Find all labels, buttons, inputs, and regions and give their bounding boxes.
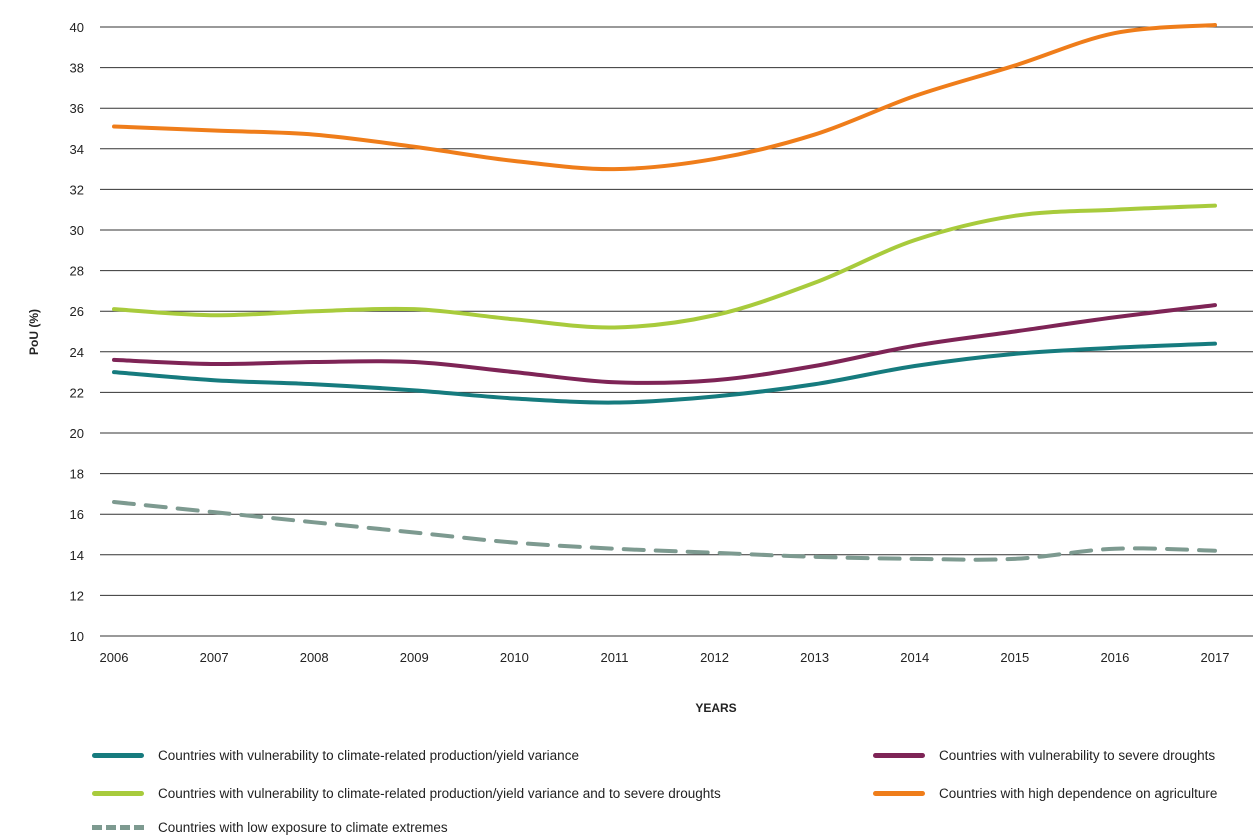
x-axis-title: YEARS <box>695 701 736 715</box>
y-tick-label: 34 <box>70 142 84 157</box>
y-tick-label: 30 <box>70 223 84 238</box>
x-tick-label: 2007 <box>200 650 229 665</box>
y-tick-label: 12 <box>70 588 84 603</box>
y-tick-label: 10 <box>70 629 84 644</box>
y-tick-label: 32 <box>70 182 84 197</box>
y-axis-ticks: 10 12 14 16 18 20 22 24 26 28 30 32 34 36 38 40 <box>70 20 84 644</box>
y-tick-label: 14 <box>70 548 84 563</box>
x-tick-label: 2012 <box>700 650 729 665</box>
x-tick-label: 2009 <box>400 650 429 665</box>
y-tick-label: 40 <box>70 20 84 35</box>
y-tick-label: 36 <box>70 101 84 116</box>
x-tick-label: 2017 <box>1201 650 1230 665</box>
y-tick-label: 16 <box>70 507 84 522</box>
x-axis-ticks: 2006 2007 2008 2009 2010 2011 2012 2013 2014 2015… <box>100 650 1230 665</box>
x-tick-label: 2014 <box>900 650 929 665</box>
x-tick-label: 2010 <box>500 650 529 665</box>
series-line <box>112 303 1217 385</box>
y-tick-label: 22 <box>70 385 84 400</box>
series-lines <box>112 22 1217 562</box>
x-tick-label: 2011 <box>600 650 628 665</box>
y-tick-label: 18 <box>70 467 84 482</box>
x-tick-label: 2013 <box>800 650 829 665</box>
series-line <box>112 22 1217 172</box>
series-line <box>112 500 1217 562</box>
y-tick-label: 26 <box>70 304 84 319</box>
y-tick-label: 20 <box>70 426 84 441</box>
x-tick-label: 2016 <box>1100 650 1129 665</box>
x-tick-label: 2015 <box>1000 650 1029 665</box>
y-axis-title: PoU (%) <box>27 309 41 355</box>
y-tick-label: 28 <box>70 264 84 279</box>
x-tick-label: 2006 <box>100 650 129 665</box>
y-tick-label: 24 <box>70 345 84 360</box>
series-line <box>112 203 1217 330</box>
series-line <box>112 341 1217 405</box>
gridlines <box>100 26 1253 637</box>
y-tick-label: 38 <box>70 61 84 76</box>
x-tick-label: 2008 <box>300 650 329 665</box>
